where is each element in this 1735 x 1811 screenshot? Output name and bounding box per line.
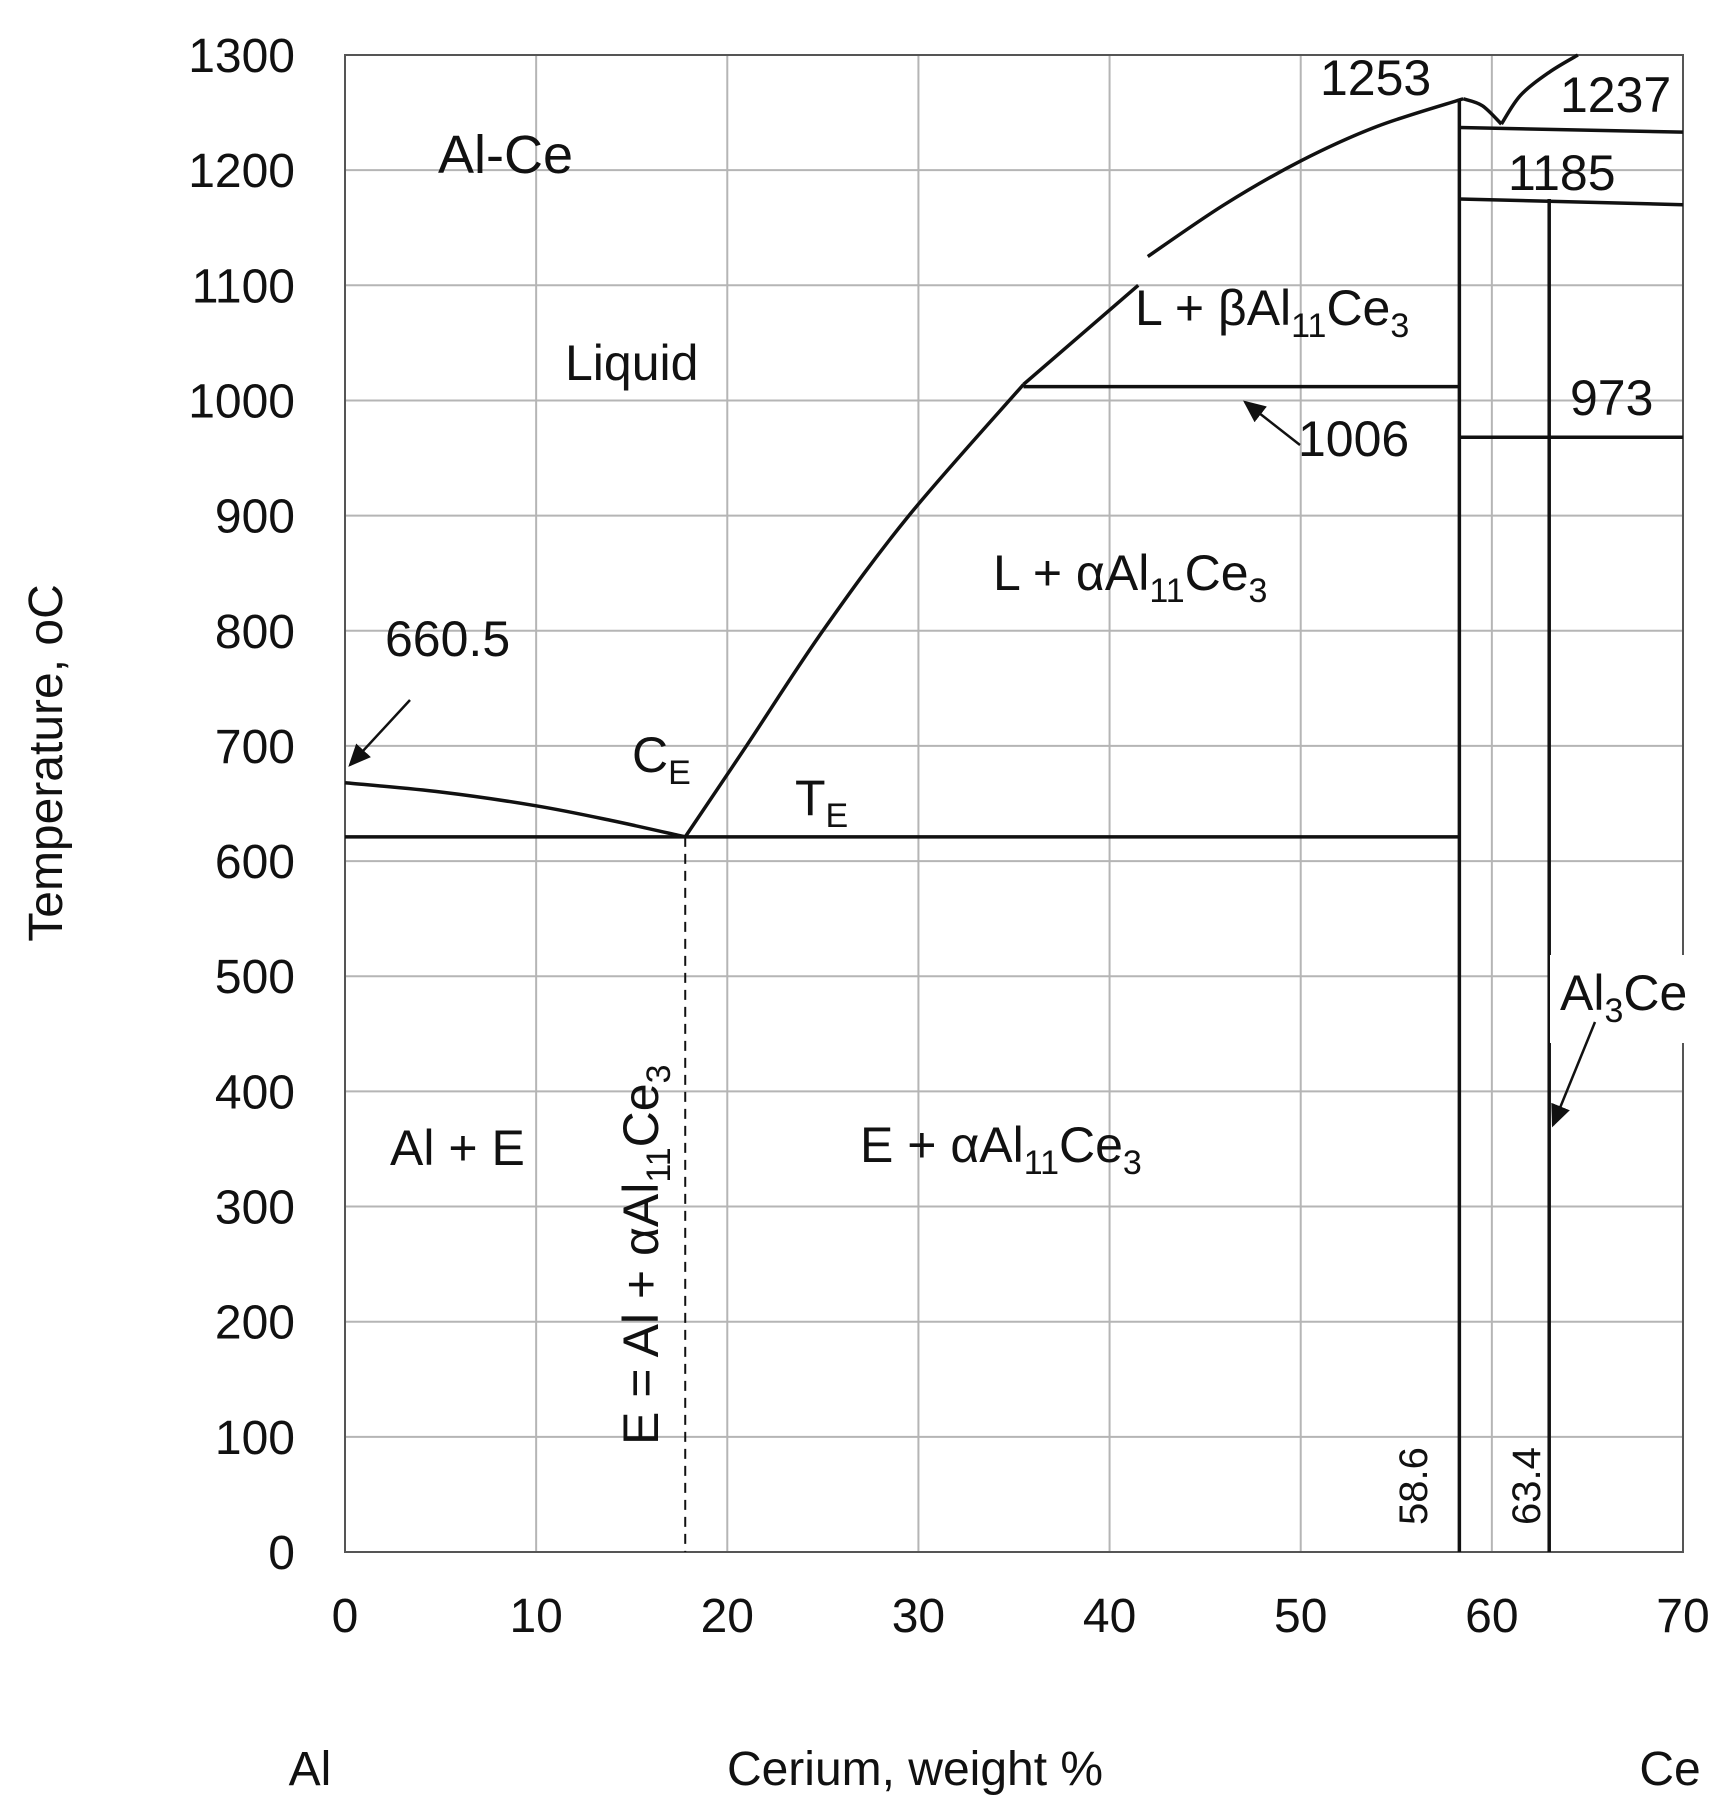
x-end-label-right: Ce bbox=[1639, 1743, 1700, 1796]
y-tick-label: 1300 bbox=[188, 30, 295, 83]
x-tick-label: 40 bbox=[1083, 1590, 1136, 1643]
phase-boundary-line bbox=[1146, 97, 1464, 258]
y-tick-label: 1100 bbox=[192, 260, 295, 313]
melting-point-label: 660.5 bbox=[385, 611, 510, 667]
liquid-label: Liquid bbox=[565, 335, 698, 391]
x-end-label-left: Al bbox=[289, 1743, 332, 1796]
y-tick-label: 200 bbox=[215, 1297, 295, 1350]
e-alpha-region-label: E + αAl11Ce3 bbox=[860, 1117, 1142, 1182]
y-tick-label: 800 bbox=[215, 606, 295, 659]
plot-frame bbox=[344, 54, 1684, 1553]
arrow-1006 bbox=[1243, 400, 1301, 446]
beta-region-label: L + βAl11Ce3 bbox=[1135, 280, 1409, 345]
x-tick-label: 60 bbox=[1465, 1590, 1518, 1643]
ce-label: CE bbox=[632, 727, 691, 792]
al3ce-label-box bbox=[1550, 955, 1700, 1043]
y-tick-label: 900 bbox=[215, 491, 295, 544]
temp-1253-label: 1253 bbox=[1320, 50, 1431, 106]
phase-boundary-line bbox=[344, 781, 686, 839]
phase-boundary-line bbox=[683, 383, 1025, 838]
al3ce-label: Al3Ce bbox=[1560, 965, 1687, 1030]
eutectic-definition-label: E = Al + αAl11Ce3 bbox=[613, 1064, 678, 1445]
x-tick-label: 30 bbox=[892, 1590, 945, 1643]
grid bbox=[344, 54, 1684, 1553]
arrow-melting-point bbox=[348, 699, 411, 767]
comp-63-4-label: 63.4 bbox=[1505, 1447, 1549, 1525]
y-tick-label: 400 bbox=[215, 1066, 295, 1119]
y-axis-label: Temperature, oC bbox=[20, 584, 73, 942]
phase-boundary-line bbox=[1462, 97, 1503, 126]
y-tick-label: 100 bbox=[215, 1412, 295, 1465]
phase-boundary-line bbox=[1499, 53, 1579, 126]
al-e-region-label: Al + E bbox=[390, 1120, 525, 1176]
chart-title: Al-Ce bbox=[438, 125, 573, 185]
tick-labels: 0100200300400500600700800900100011001200… bbox=[188, 30, 1709, 1643]
temp-1185-label: 1185 bbox=[1508, 145, 1616, 201]
phase-boundary-line bbox=[1022, 283, 1140, 386]
y-tick-label: 1200 bbox=[188, 145, 295, 198]
x-tick-label: 20 bbox=[701, 1590, 754, 1643]
x-axis-label: Cerium, weight % bbox=[727, 1743, 1103, 1796]
x-tick-label: 0 bbox=[332, 1590, 359, 1643]
x-tick-label: 50 bbox=[1274, 1590, 1327, 1643]
alpha-region-label: L + αAl11Ce3 bbox=[993, 545, 1267, 610]
phase-boundary-line bbox=[1459, 197, 1684, 207]
temp-1237-label: 1237 bbox=[1560, 67, 1671, 123]
comp-58-6-label: 58.6 bbox=[1392, 1447, 1436, 1525]
y-tick-label: 0 bbox=[268, 1527, 295, 1580]
y-tick-label: 1000 bbox=[188, 375, 295, 428]
y-tick-label: 300 bbox=[215, 1182, 295, 1235]
temp-973-label: 973 bbox=[1570, 370, 1653, 426]
y-tick-label: 500 bbox=[215, 951, 295, 1004]
y-tick-label: 700 bbox=[215, 721, 295, 774]
x-tick-label: 70 bbox=[1656, 1590, 1709, 1643]
y-tick-label: 600 bbox=[215, 836, 295, 889]
phase-boundary-line bbox=[1459, 125, 1684, 134]
arrow-al3ce bbox=[1551, 1021, 1597, 1128]
phase-boundaries bbox=[344, 53, 1684, 1552]
te-label: TE bbox=[795, 770, 848, 835]
x-tick-label: 10 bbox=[509, 1590, 562, 1643]
temp-1006-label: 1006 bbox=[1298, 411, 1409, 467]
